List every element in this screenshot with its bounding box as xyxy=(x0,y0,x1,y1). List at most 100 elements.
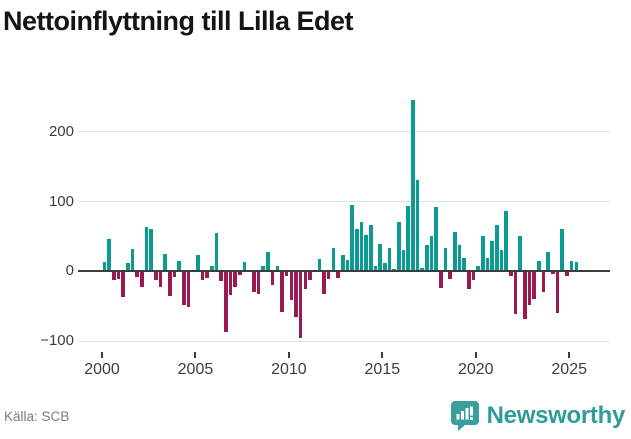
bar xyxy=(163,253,167,272)
bar xyxy=(387,248,392,272)
bar xyxy=(574,261,579,272)
bar xyxy=(569,260,574,272)
y-tick-label: 100 xyxy=(48,192,74,210)
bar xyxy=(467,271,471,289)
bar xyxy=(532,271,537,300)
bar xyxy=(504,211,509,272)
bar xyxy=(443,248,448,272)
bar xyxy=(219,271,224,282)
zero-axis-line xyxy=(78,270,610,273)
bar xyxy=(364,235,368,272)
bar xyxy=(368,225,373,272)
bar xyxy=(158,271,163,287)
bar xyxy=(266,252,270,272)
source-caption: Källa: SCB xyxy=(4,409,70,424)
bar xyxy=(359,221,364,272)
bar xyxy=(546,251,551,272)
bar xyxy=(373,266,378,272)
bar xyxy=(457,245,462,272)
bar xyxy=(490,240,494,272)
bar xyxy=(453,231,457,272)
bar xyxy=(382,262,387,272)
bar xyxy=(168,271,172,297)
bar xyxy=(289,271,294,300)
x-tick-label: 2010 xyxy=(271,361,307,378)
bar xyxy=(499,249,504,272)
newsworthy-logo[interactable]: Newsworthy xyxy=(450,400,625,432)
bar xyxy=(336,271,340,278)
bar xyxy=(406,206,410,272)
y-tick-label: −100 xyxy=(40,332,74,350)
x-tick-label: 2000 xyxy=(84,361,120,378)
x-tick-label: 2020 xyxy=(457,361,494,378)
bar xyxy=(111,271,116,281)
bar xyxy=(392,269,396,272)
bar xyxy=(102,261,107,272)
bar xyxy=(261,266,266,272)
bar xyxy=(308,271,312,280)
bar xyxy=(228,271,233,296)
bar xyxy=(396,222,401,272)
bar xyxy=(270,271,275,286)
bar-chart-speech-bubble-icon xyxy=(450,400,480,432)
bar xyxy=(518,235,523,272)
bar xyxy=(125,262,130,272)
bar xyxy=(107,239,111,272)
bar xyxy=(495,225,499,272)
bar xyxy=(322,271,326,294)
bar xyxy=(340,255,345,272)
bar xyxy=(130,248,135,272)
bar xyxy=(294,271,298,318)
bar xyxy=(345,260,350,272)
bar xyxy=(541,271,546,292)
bar xyxy=(177,260,181,272)
bar xyxy=(172,271,177,277)
bar xyxy=(378,244,382,272)
x-tick-mark xyxy=(101,352,103,358)
bar xyxy=(233,271,238,287)
x-tick-label: 2005 xyxy=(177,361,214,378)
grid-line xyxy=(78,131,610,133)
bar xyxy=(149,229,153,272)
bar xyxy=(481,235,485,272)
bar xyxy=(420,267,424,272)
bar xyxy=(537,260,541,272)
x-tick-mark xyxy=(287,352,290,358)
bar xyxy=(476,265,480,272)
bar xyxy=(238,271,242,276)
x-tick-mark xyxy=(474,352,477,358)
bar xyxy=(555,271,560,314)
bar xyxy=(354,229,359,272)
bar xyxy=(242,262,247,272)
bar xyxy=(200,271,205,281)
bar xyxy=(252,271,256,292)
bar xyxy=(140,271,144,288)
x-tick-label: 2025 xyxy=(551,361,587,378)
bar xyxy=(284,271,289,277)
grid-line xyxy=(78,340,610,342)
bar xyxy=(121,271,125,298)
bar xyxy=(317,259,322,272)
bar xyxy=(425,244,429,272)
bar xyxy=(439,271,443,289)
bar xyxy=(410,100,415,272)
newsworthy-wordmark: Newsworthy xyxy=(486,402,626,429)
bar xyxy=(448,271,452,279)
bar xyxy=(144,227,149,272)
bar xyxy=(196,254,200,272)
x-tick-mark xyxy=(568,352,571,358)
bar xyxy=(350,204,354,272)
bar xyxy=(471,271,476,281)
bar xyxy=(275,266,280,272)
bar xyxy=(182,271,186,306)
x-tick-label: 2015 xyxy=(364,361,401,378)
bar xyxy=(401,249,406,272)
x-tick-mark xyxy=(194,352,197,358)
bar xyxy=(565,271,569,277)
y-tick-label: 0 xyxy=(65,262,74,280)
grid-line xyxy=(78,201,610,202)
bar xyxy=(224,271,228,333)
bar xyxy=(485,258,490,272)
bar xyxy=(256,271,261,295)
